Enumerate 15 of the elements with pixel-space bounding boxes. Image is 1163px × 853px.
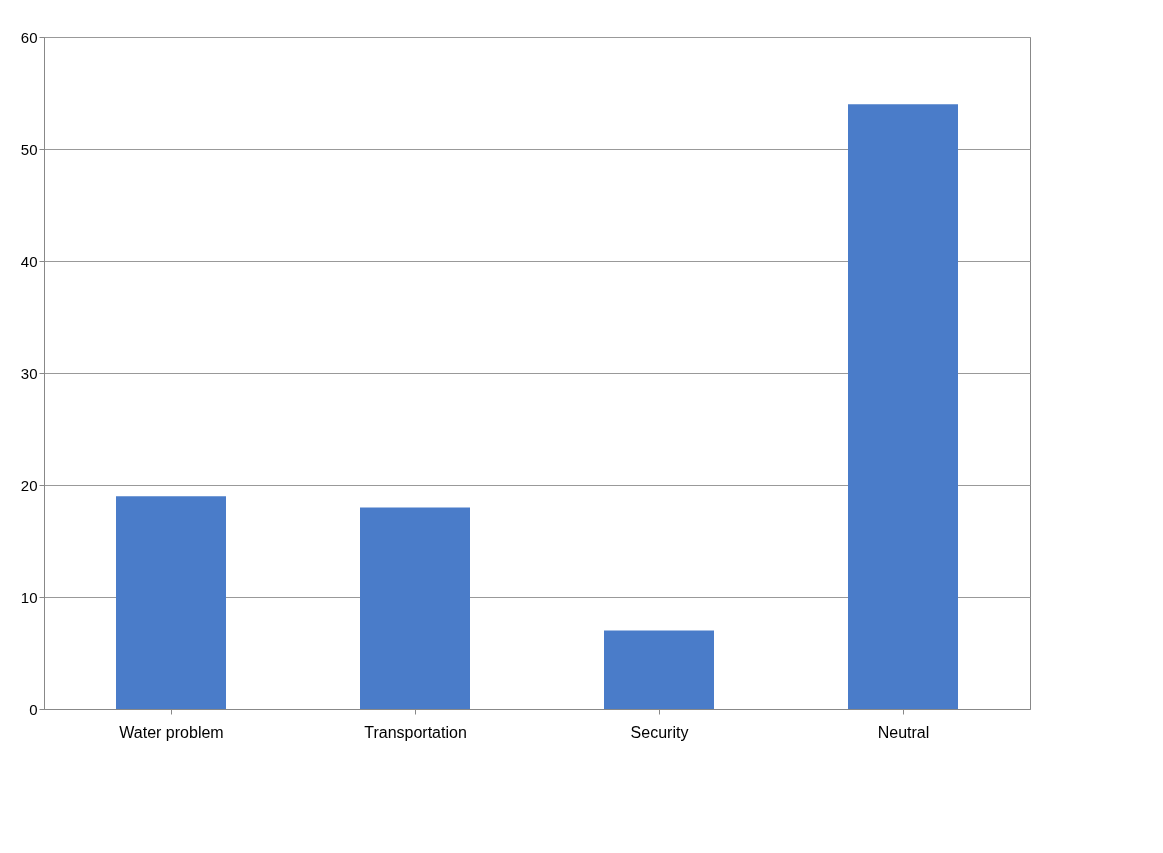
x-tick-label: Security <box>630 723 689 741</box>
x-tick-label: Water problem <box>119 723 224 741</box>
y-tick-label: 60 <box>20 28 38 46</box>
bar <box>848 104 958 709</box>
x-tick-label: Neutral <box>877 723 930 741</box>
y-tick-label: 10 <box>20 588 38 606</box>
bar <box>116 496 226 709</box>
bar <box>604 630 714 709</box>
y-tick-label: 40 <box>20 252 38 270</box>
y-tick-label: 50 <box>20 140 38 158</box>
y-tick-label: 20 <box>20 476 38 494</box>
bar <box>360 507 470 709</box>
x-tick-label: Transportation <box>364 723 467 741</box>
y-tick-label: 30 <box>20 364 38 382</box>
y-tick-label: 0 <box>29 700 38 718</box>
